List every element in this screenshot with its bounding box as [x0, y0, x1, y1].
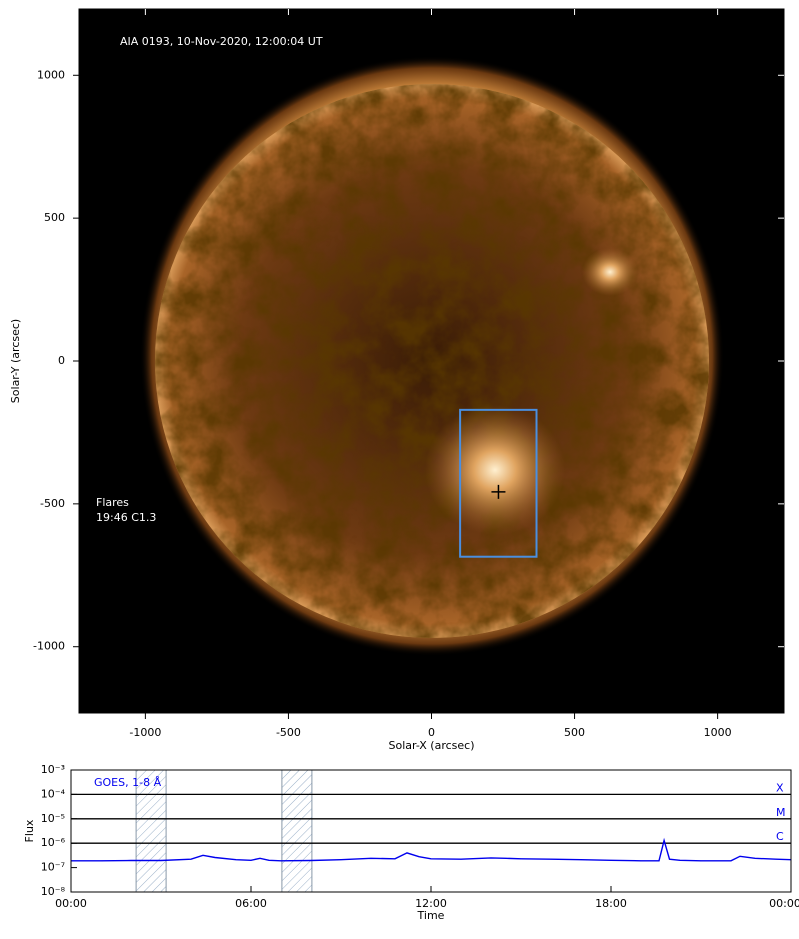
y-tick-label: 10⁻⁶	[41, 836, 66, 849]
y-axis-label: Solar-Y (arcsec)	[9, 319, 22, 403]
region-box	[459, 408, 538, 558]
y-tick-label: -1000	[33, 640, 65, 653]
y-tick-label: 10⁻⁷	[41, 861, 65, 874]
flare-title: Flares	[96, 496, 129, 509]
x-tick-label: -1000	[129, 726, 161, 739]
y-tick-label: 500	[44, 211, 65, 224]
shaded-interval	[281, 769, 313, 893]
class-label: C	[776, 830, 784, 843]
flux-line	[71, 837, 792, 862]
disk-texture	[155, 84, 709, 638]
x-tick-label: 0	[428, 726, 435, 739]
y-tick-label: 0	[58, 354, 65, 367]
legend-label: GOES, 1-8 Å	[94, 776, 162, 789]
y-tick-label: 10⁻⁸	[41, 885, 66, 898]
y-tick-label: 1000	[37, 68, 65, 81]
goes-panel	[71, 770, 791, 892]
x-tick-label: -500	[276, 726, 301, 739]
x-tick-label: 18:00	[595, 897, 627, 910]
class-label: M	[776, 806, 786, 819]
x-tick-label: 1000	[704, 726, 732, 739]
active-region	[425, 405, 565, 535]
x-tick-label: 00:00	[769, 897, 799, 910]
x-tick-label: 06:00	[235, 897, 267, 910]
active-region	[582, 248, 638, 296]
x-axis-label: Solar-X (arcsec)	[389, 739, 475, 752]
x-tick-label: 12:00	[415, 897, 447, 910]
shaded-interval	[135, 769, 167, 893]
flare-label: 19:46 C1.3	[96, 511, 156, 524]
y-tick-label: 10⁻³	[41, 763, 65, 776]
class-label: X	[776, 781, 784, 794]
y-axis-label: Flux	[23, 819, 36, 842]
annotation: AIA 0193, 10-Nov-2020, 12:00:04 UT	[120, 35, 323, 48]
x-tick-label: 500	[564, 726, 585, 739]
solar-panel	[79, 9, 784, 713]
plot-background	[71, 770, 791, 892]
y-tick-label: -500	[40, 497, 65, 510]
y-tick-label: 10⁻⁵	[41, 812, 65, 825]
y-tick-label: 10⁻⁴	[41, 787, 66, 800]
flare-marker	[491, 484, 506, 499]
x-axis-label: Time	[417, 909, 445, 922]
x-tick-label: 00:00	[55, 897, 87, 910]
